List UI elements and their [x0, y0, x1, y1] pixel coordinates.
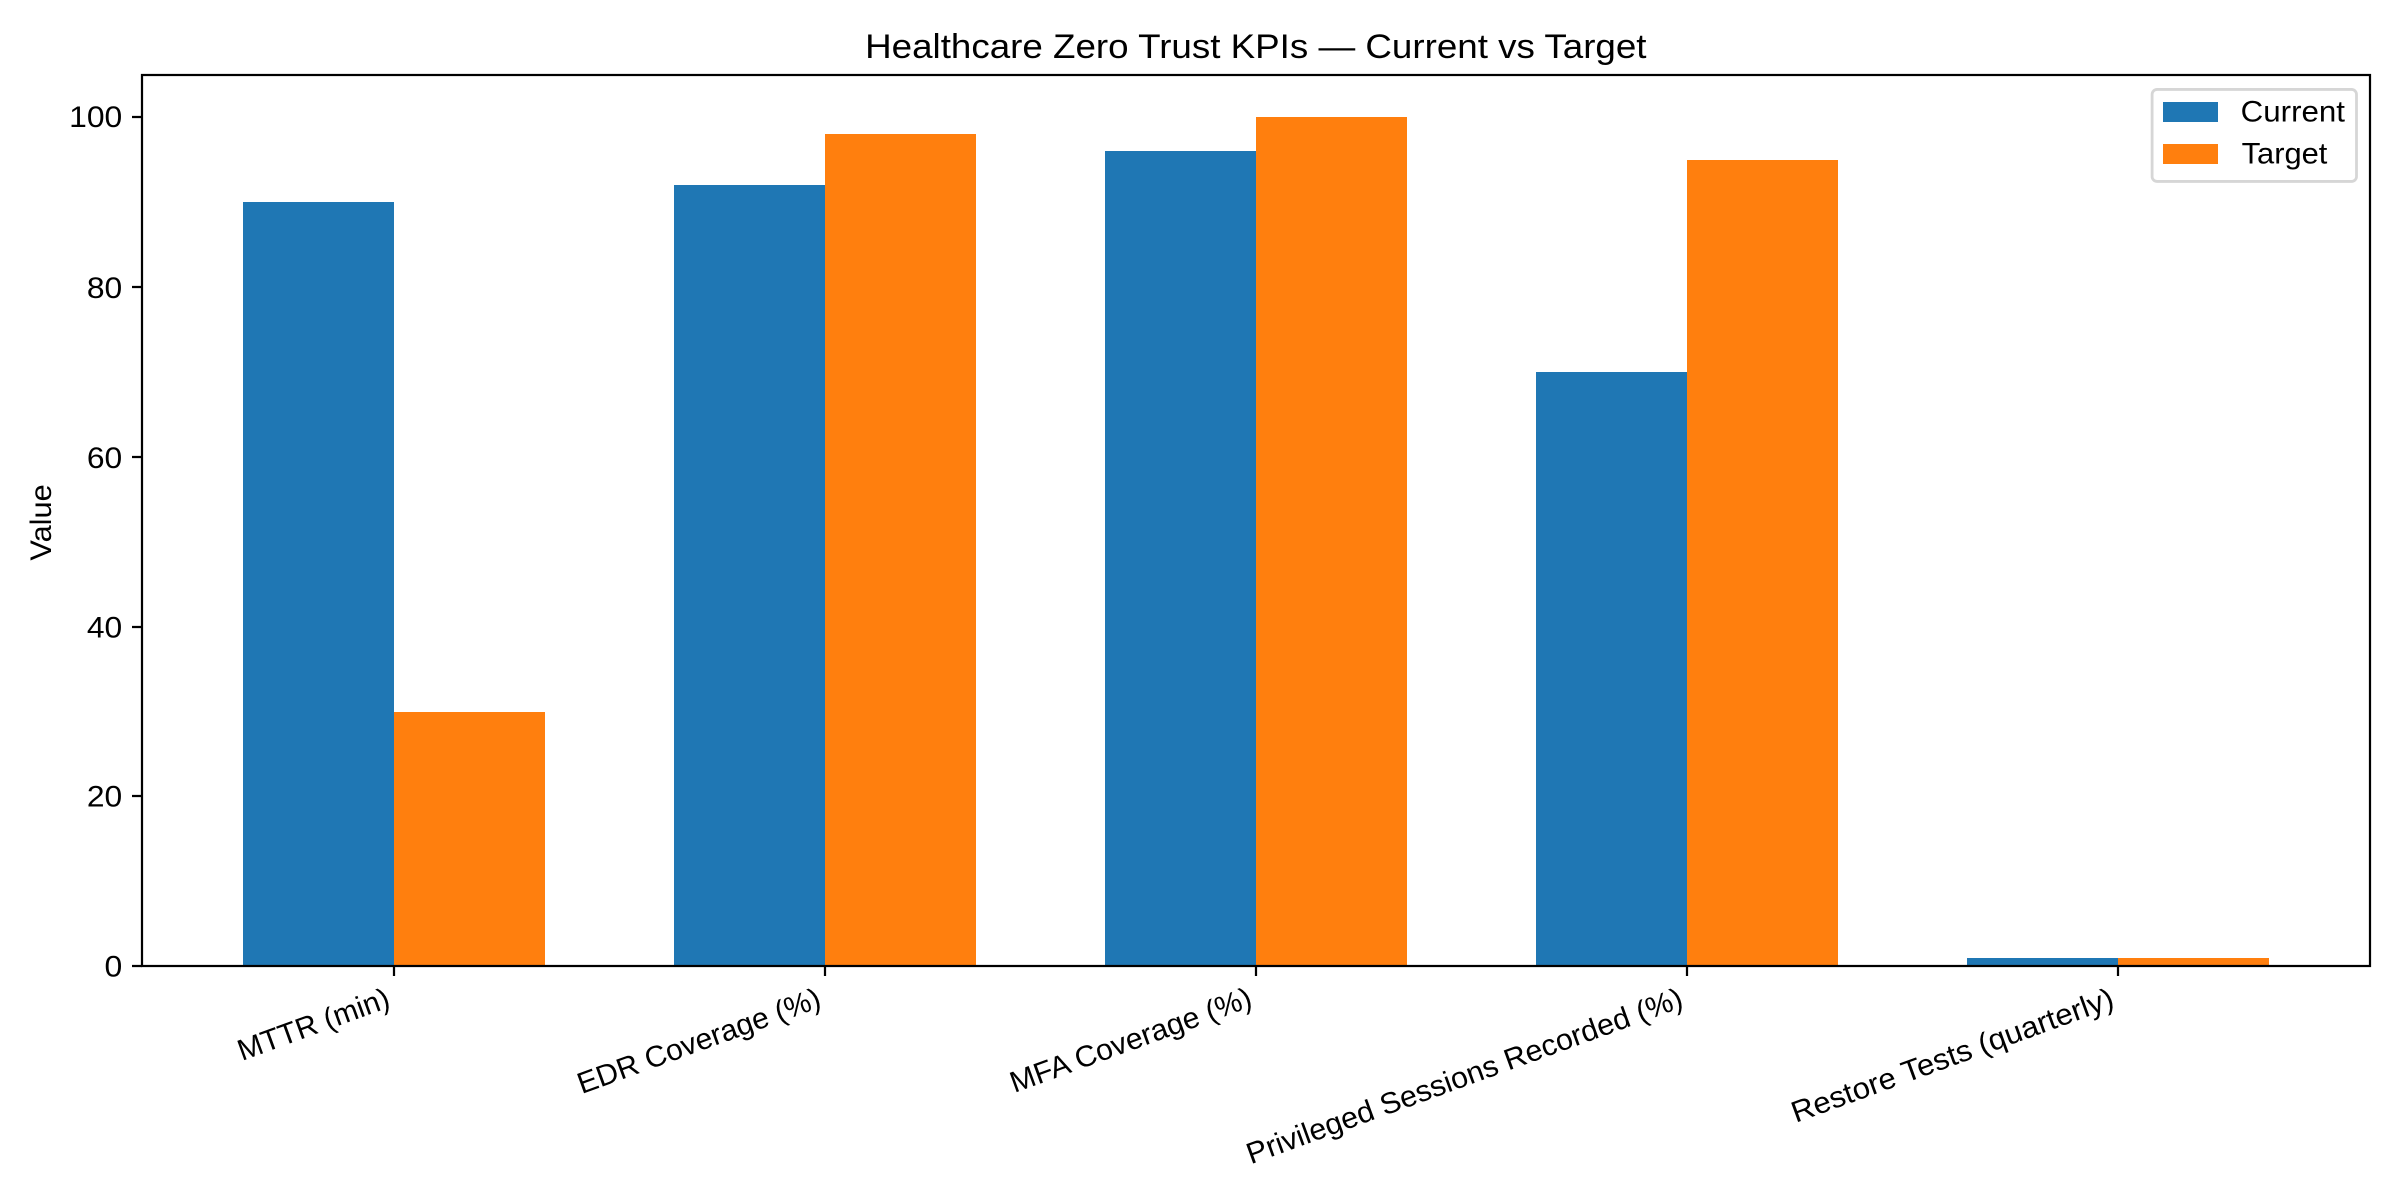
svg-text:60: 60 — [87, 442, 122, 475]
svg-text:Current: Current — [2241, 96, 2346, 129]
svg-text:80: 80 — [87, 272, 122, 305]
svg-text:0: 0 — [104, 950, 122, 983]
svg-text:Healthcare Zero Trust KPIs — C: Healthcare Zero Trust KPIs — Current vs … — [865, 28, 1647, 66]
svg-text:Value: Value — [25, 484, 58, 560]
svg-text:20: 20 — [87, 780, 122, 813]
svg-text:100: 100 — [69, 101, 122, 134]
svg-text:40: 40 — [87, 612, 122, 645]
svg-text:Target: Target — [2242, 138, 2328, 171]
